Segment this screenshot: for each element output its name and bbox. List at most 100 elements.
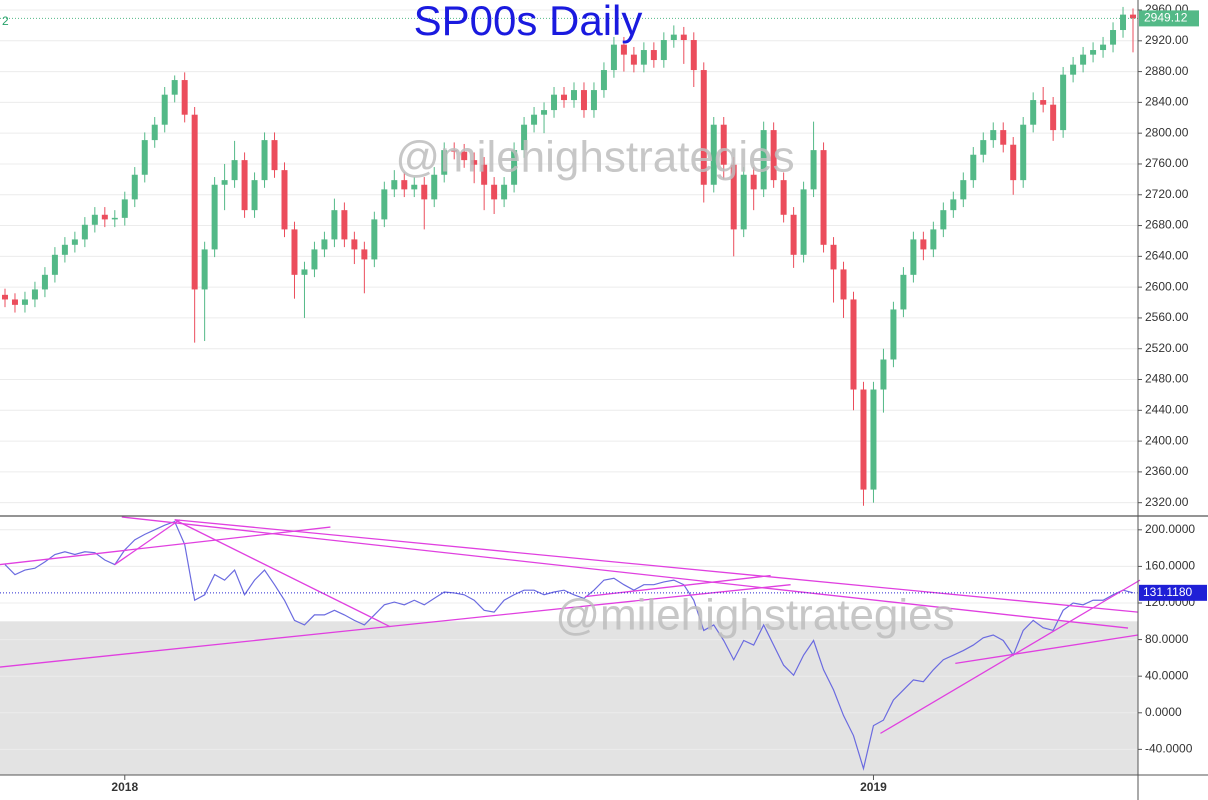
y-tick-label: 2840.00 bbox=[1145, 95, 1189, 109]
candle-body bbox=[371, 219, 378, 260]
candle-body bbox=[271, 140, 278, 171]
candle-body bbox=[590, 90, 597, 111]
candle-body bbox=[630, 54, 637, 65]
candle-body bbox=[840, 269, 847, 300]
y-tick-label: 2760.00 bbox=[1145, 156, 1189, 170]
y-tick-label: 2440.00 bbox=[1145, 402, 1189, 416]
trendline bbox=[121, 516, 1129, 629]
candle-body bbox=[161, 94, 168, 125]
candle-body bbox=[820, 150, 827, 245]
y-tick-label: 2800.00 bbox=[1145, 125, 1189, 139]
candle-body bbox=[830, 244, 837, 270]
watermark: @milehighstrategies bbox=[395, 133, 794, 182]
candle-body bbox=[421, 184, 428, 200]
candle-body bbox=[41, 274, 48, 290]
candle-body bbox=[1040, 100, 1047, 105]
trendline bbox=[880, 579, 1141, 734]
trendline bbox=[114, 519, 181, 566]
candle-body bbox=[61, 244, 68, 255]
candle-body bbox=[870, 389, 877, 490]
candle-body bbox=[101, 214, 108, 220]
candle-body bbox=[281, 170, 288, 230]
candle-body bbox=[111, 217, 118, 220]
y-tick-label: 2920.00 bbox=[1145, 33, 1189, 47]
candle-body bbox=[930, 229, 937, 250]
candle-body bbox=[850, 299, 857, 390]
candle-body bbox=[171, 80, 178, 95]
candle-body bbox=[431, 174, 438, 200]
candle-body bbox=[970, 154, 977, 181]
candle-body bbox=[31, 289, 38, 300]
candle-body bbox=[900, 274, 907, 310]
candle-body bbox=[600, 70, 607, 91]
candle-body bbox=[920, 239, 927, 250]
candle-body bbox=[570, 90, 577, 101]
candle-body bbox=[361, 249, 368, 260]
candle-body bbox=[411, 184, 418, 190]
watermark: @milehighstrategies bbox=[555, 591, 954, 640]
y-tick-label: 40.0000 bbox=[1145, 668, 1189, 682]
candle-body bbox=[71, 239, 78, 245]
candle-body bbox=[241, 160, 248, 211]
candle-body bbox=[541, 110, 548, 115]
candle-body bbox=[1020, 124, 1027, 181]
trendline bbox=[174, 519, 391, 628]
candle-body bbox=[690, 40, 697, 71]
candle-body bbox=[531, 114, 538, 125]
indicator-line bbox=[4, 520, 1134, 771]
y-tick-label: 2400.00 bbox=[1145, 433, 1189, 447]
candle-body bbox=[51, 254, 58, 275]
candle-body bbox=[1000, 130, 1007, 145]
candle-body bbox=[1090, 50, 1097, 55]
candle-body bbox=[1080, 54, 1087, 65]
candle-body bbox=[91, 214, 98, 225]
candle-body bbox=[191, 114, 198, 290]
candle-body bbox=[730, 164, 737, 230]
candle-body bbox=[211, 184, 218, 250]
candle-body bbox=[301, 269, 308, 275]
candle-body bbox=[650, 50, 657, 61]
candle-body bbox=[401, 180, 408, 190]
chart-title: SP00s Daily bbox=[414, 0, 643, 44]
last-value-box bbox=[1139, 584, 1207, 601]
trendline bbox=[0, 584, 791, 668]
candle-body bbox=[770, 130, 777, 181]
candle-body bbox=[351, 239, 358, 250]
y-tick-label: 2560.00 bbox=[1145, 310, 1189, 324]
candle-body bbox=[1070, 64, 1077, 75]
y-tick-label: 2600.00 bbox=[1145, 279, 1189, 293]
candle-body bbox=[11, 299, 18, 305]
candle-body bbox=[720, 124, 727, 165]
y-tick-label: 200.0000 bbox=[1145, 522, 1195, 536]
candle-body bbox=[321, 239, 328, 250]
candle-body bbox=[311, 249, 318, 270]
candle-body bbox=[710, 124, 717, 185]
candle-body bbox=[21, 299, 28, 305]
candle-body bbox=[990, 130, 997, 141]
candle-body bbox=[1050, 104, 1057, 131]
candle-body bbox=[471, 160, 478, 165]
y-tick-label: 2680.00 bbox=[1145, 218, 1189, 232]
candle-body bbox=[670, 34, 677, 41]
y-tick-label: 0.0000 bbox=[1145, 705, 1182, 719]
candle-body bbox=[620, 44, 627, 55]
candle-body bbox=[121, 199, 128, 218]
candle-body bbox=[491, 184, 498, 200]
last-price-box bbox=[1139, 10, 1199, 27]
y-tick-label: 80.0000 bbox=[1145, 632, 1189, 646]
candle-body bbox=[381, 189, 388, 220]
candle-body bbox=[441, 150, 448, 175]
candle-body bbox=[561, 94, 568, 101]
x-tick-label: 2018 bbox=[111, 780, 138, 794]
candle-body bbox=[880, 359, 887, 390]
candle-body bbox=[940, 210, 947, 230]
candle-body bbox=[1, 294, 8, 300]
plot-layer: 2320.00 2360.00 2400.00 2440.00 2480.00 2520.… bbox=[0, 2, 1195, 775]
trendline bbox=[174, 519, 1139, 613]
candle-body bbox=[511, 150, 518, 185]
candle-body bbox=[331, 210, 338, 240]
candle-body bbox=[960, 180, 967, 200]
candle-body bbox=[950, 199, 957, 211]
